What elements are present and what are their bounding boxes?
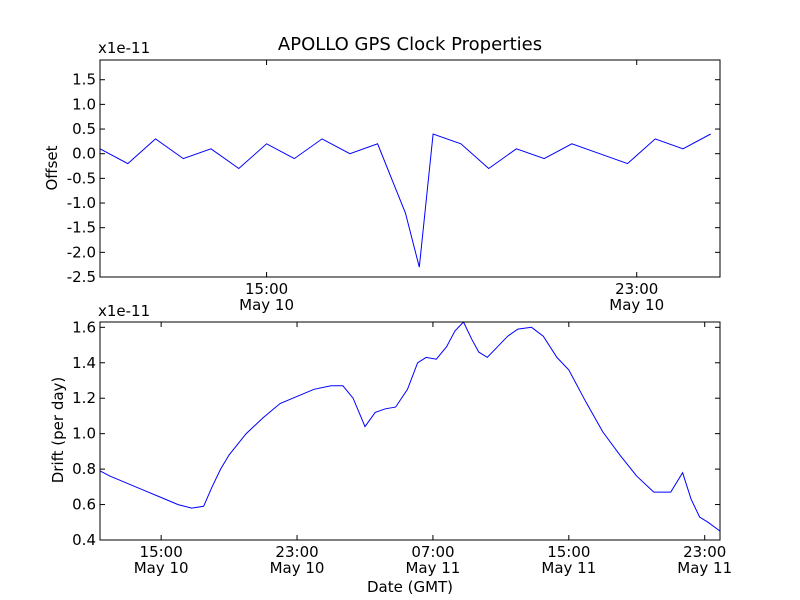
x-tick-label-time: 23:00 [275,543,318,561]
y-tick-label: 1.2 [72,389,96,407]
x-axis-label: Date (GMT) [367,578,453,596]
x-tick-label-time: 15:00 [245,280,288,298]
series-line [99,321,721,532]
y-tick-label: 0.4 [72,531,96,549]
y-tick-label: 0.6 [72,496,96,514]
x-tick-label-time: 15:00 [547,543,590,561]
series-line [99,133,711,268]
x-tick-label-date: May 10 [270,559,325,577]
offset-ticks: -2.5-2.0-1.5-1.0-0.50.00.51.01.515:00May… [67,60,720,314]
y-tick-label: 1.4 [72,354,96,372]
x-tick-label-date: May 11 [541,559,596,577]
y-tick-label: 0.5 [72,120,96,138]
drift-y-axis-label: Drift (per day) [49,377,67,484]
drift-scale-label: x1e-11 [98,302,150,320]
x-tick-label-time: 23:00 [683,543,726,561]
y-tick-label: 1.0 [72,95,96,113]
drift-plot-frame [99,321,721,541]
y-tick-label: 0.8 [72,460,96,478]
offset-y-axis-label: Offset [43,145,61,190]
x-tick-label-time: 15:00 [140,543,183,561]
y-tick-label: -2.5 [67,268,96,286]
y-tick-label: -1.0 [67,194,96,212]
y-tick-label: -2.0 [67,243,96,261]
offset-scale-label: x1e-11 [98,39,150,57]
drift-series [99,321,721,532]
offset-plot-frame [99,59,721,278]
x-tick-label-date: May 10 [609,296,664,314]
y-tick-label: 1.6 [72,318,96,336]
x-tick-label-date: May 10 [134,559,189,577]
x-tick-label-time: 07:00 [411,543,454,561]
y-tick-label: -0.5 [67,169,96,187]
x-tick-label-date: May 11 [677,559,732,577]
offset-series [99,133,711,268]
x-tick-label-date: May 10 [239,296,294,314]
y-tick-label: 0.0 [72,145,96,163]
drift-panel: x1e-11 Drift (per day) Date (GMT) 0.4 0.6… [49,302,732,596]
x-tick-label-time: 23:00 [615,280,658,298]
chart-title: APOLLO GPS Clock Properties [278,34,542,55]
y-tick-label: -1.5 [67,219,96,237]
y-tick-label: 1.0 [72,425,96,443]
y-tick-label: 1.5 [72,71,96,89]
offset-panel: x1e-11 Offset -2.5 -2.0 -1.5 -1.0 -0.5 0.0 0.5… [43,39,721,314]
x-tick-label-date: May 11 [405,559,460,577]
